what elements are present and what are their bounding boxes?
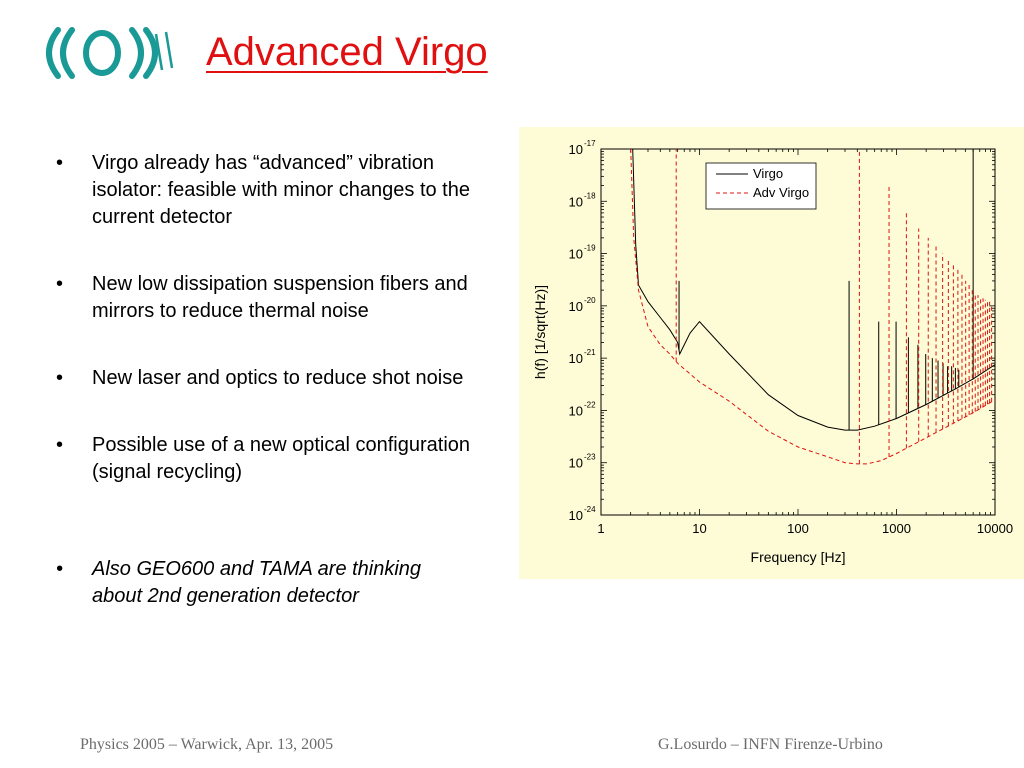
y-tick-label: 10 [569, 351, 583, 366]
x-tick-label: 1000 [882, 521, 911, 536]
series-line-adv-virgo [630, 149, 995, 465]
y-tick-label-exponent: -22 [584, 400, 596, 409]
legend-label-adv-virgo: Adv Virgo [753, 185, 809, 200]
bullet-item-suspension-fibers: New low dissipation suspension fibers an… [56, 271, 476, 325]
y-tick-label: 10 [569, 142, 583, 157]
legend-label-virgo: Virgo [753, 166, 783, 181]
y-tick-label-exponent: -19 [584, 244, 596, 253]
slide-title: Advanced Virgo [206, 30, 488, 74]
bullet-list: Virgo already has “advanced” vibration i… [56, 150, 476, 610]
sensitivity-chart: 1 10 100 1000 1000010-1710-1810-1910-2010-21… [532, 139, 1013, 565]
x-axis-label: Frequency [Hz] [751, 549, 846, 565]
series-line-virgo [632, 149, 995, 431]
y-tick-label: 10 [569, 194, 583, 209]
y-tick-label-exponent: -20 [584, 296, 596, 305]
y-axis-label: h(f) [1/sqrt(Hz)] [532, 285, 548, 379]
x-tick-label: 1 [597, 521, 604, 536]
bullet-item-vibration-isolator: Virgo already has “advanced” vibration i… [56, 150, 476, 231]
plot-curves [630, 149, 995, 465]
sensitivity-chart-panel: 1 10 100 1000 10000 10 -17 10 -18 10 -19 10 -20 10 -21… [519, 127, 1024, 579]
legend-box [705, 162, 817, 210]
x-tick-label: 100 [787, 521, 809, 536]
y-tick-label-exponent: -17 [584, 139, 596, 148]
x-tick-label: 10000 [977, 521, 1013, 536]
footer-author: G.Losurdo – INFN Firenze-Urbino [658, 736, 883, 753]
virgo-logo [36, 22, 176, 84]
bullet-item-laser-optics: New laser and optics to reduce shot nois… [56, 365, 476, 392]
virgo-logo-icon [46, 27, 174, 79]
y-tick-label: 10 [569, 299, 583, 314]
x-tick-label: 10 [692, 521, 706, 536]
bullet-item-signal-recycling: Possible use of a new optical configurat… [56, 432, 476, 486]
y-tick-label: 10 [569, 403, 583, 418]
y-tick-label-exponent: -24 [584, 505, 596, 514]
y-tick-label: 10 [569, 456, 583, 471]
y-tick-label-exponent: -18 [584, 191, 596, 200]
y-tick-label-exponent: -23 [584, 453, 596, 462]
y-tick-label: 10 [569, 247, 583, 262]
bullet-item-geo600-tama: Also GEO600 and TAMA are thinking about … [56, 556, 476, 610]
y-tick-label: 10 [569, 508, 583, 523]
footer-event: Physics 2005 – Warwick, Apr. 13, 2005 [80, 736, 334, 753]
y-tick-label-exponent: -21 [584, 348, 596, 357]
